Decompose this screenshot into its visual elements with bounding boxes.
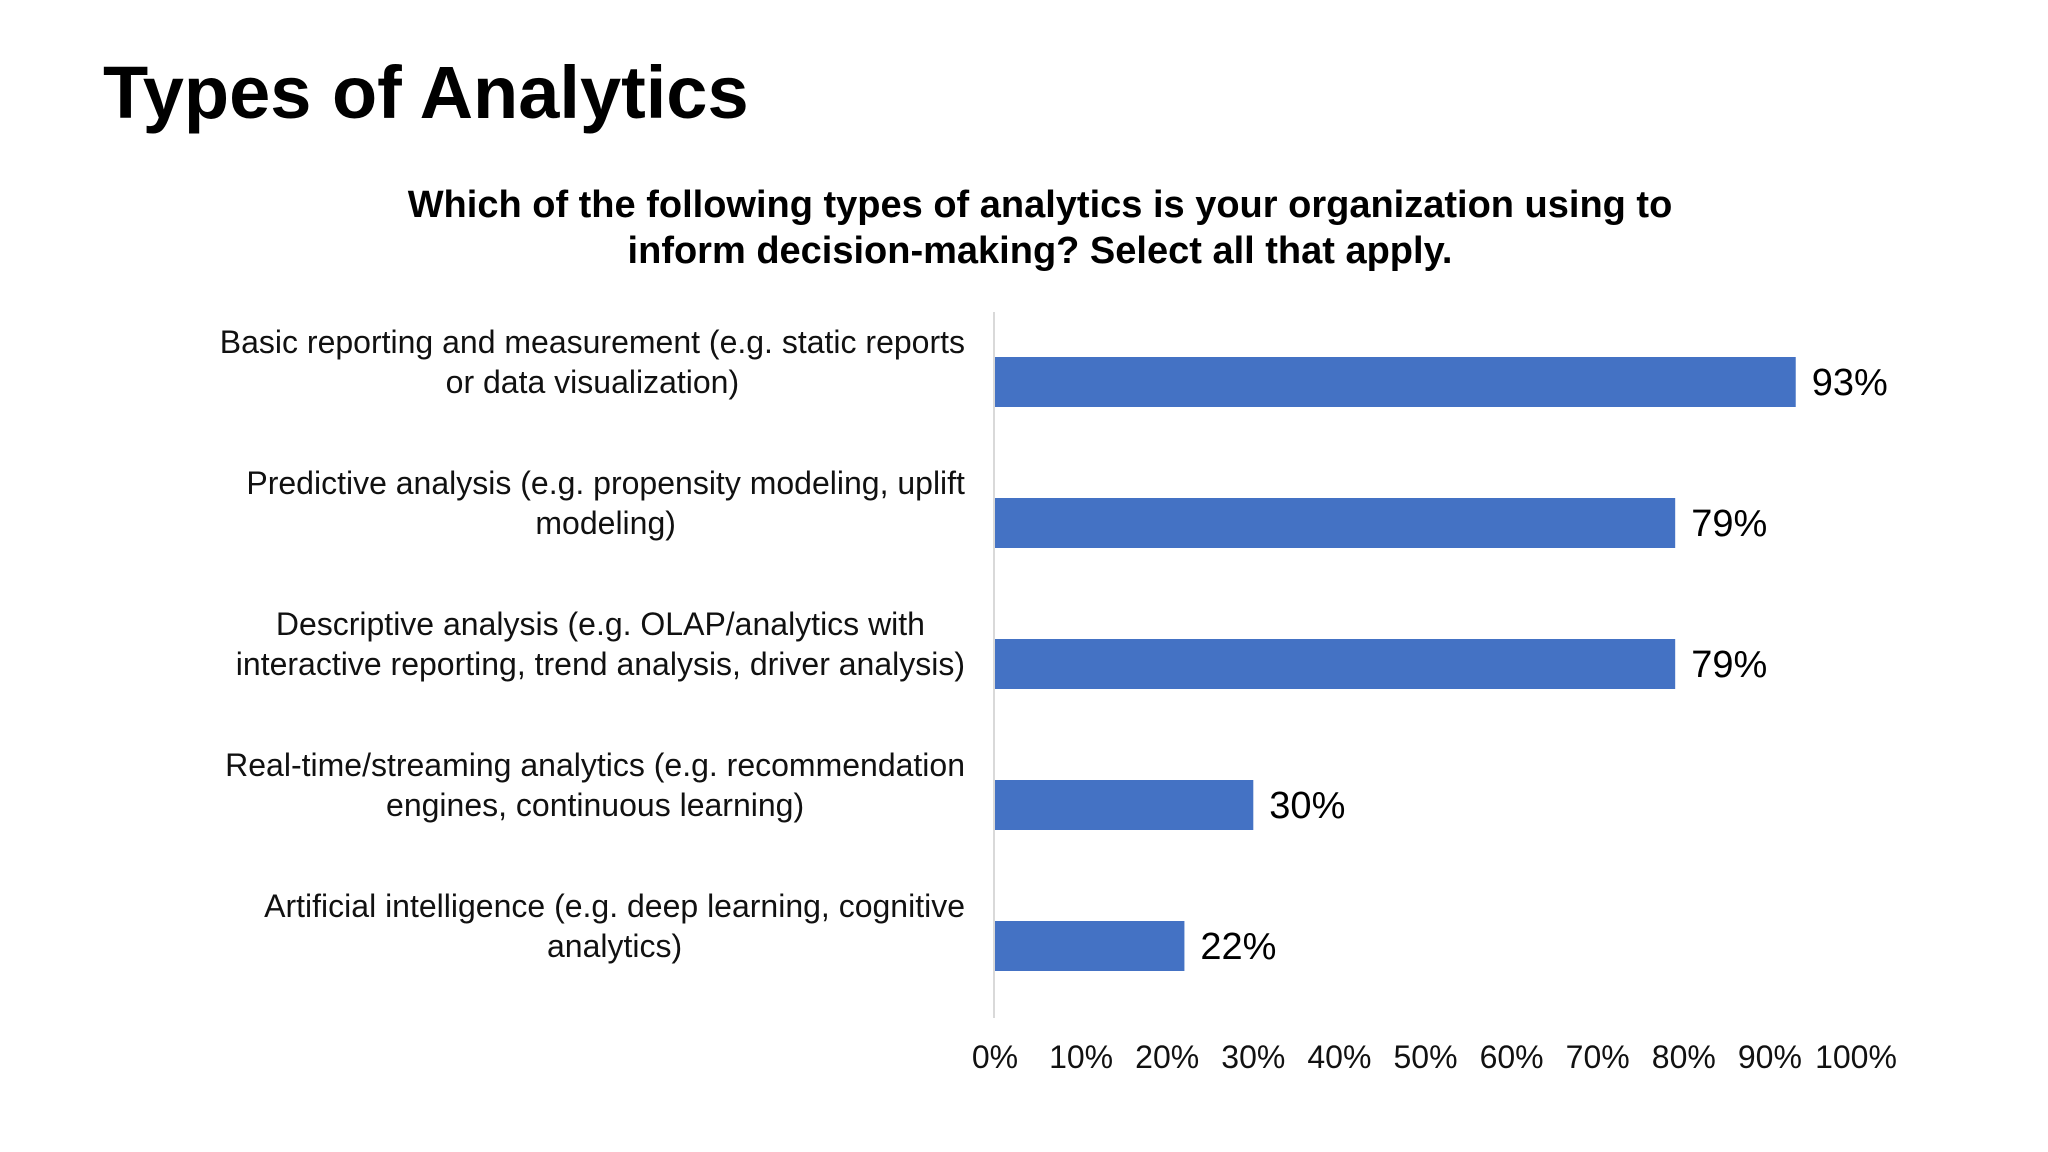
category-label-2-line-2: modeling) <box>535 505 676 541</box>
x-tick-label-100: 100% <box>1815 1039 1897 1075</box>
value-label-5: 22% <box>1200 926 1276 968</box>
x-tick-label-80: 80% <box>1652 1039 1716 1075</box>
chart-title-line-2: inform decision-making? Select all that … <box>627 230 1453 272</box>
category-label-1-line-2: or data visualization) <box>446 364 739 400</box>
category-label-5-line-1: Artificial intelligence (e.g. deep learn… <box>264 888 965 924</box>
x-axis-tick-labels: 0% 10% 20% 30% 40% 50% 60% 70% 80% 90% 100% <box>972 1039 1897 1075</box>
category-label-2: Predictive analysis (e.g. propensity mod… <box>246 465 965 541</box>
x-tick-label-10: 10% <box>1049 1039 1113 1075</box>
bar-5 <box>995 921 1185 971</box>
chart-title-line-1: Which of the following types of analytic… <box>407 184 1673 226</box>
x-tick-label-90: 90% <box>1738 1039 1802 1075</box>
x-tick-label-0: 0% <box>972 1039 1018 1075</box>
x-tick-label-30: 30% <box>1221 1039 1285 1075</box>
category-label-4: Real-time/streaming analytics (e.g. reco… <box>225 747 965 823</box>
category-label-2-line-1: Predictive analysis (e.g. propensity mod… <box>246 465 965 501</box>
value-label-1: 93% <box>1812 362 1888 404</box>
value-label-3: 79% <box>1691 644 1767 686</box>
category-label-3-line-2: interactive reporting, trend analysis, d… <box>236 646 965 682</box>
chart-title: Which of the following types of analytic… <box>230 182 1850 274</box>
bars-layer <box>995 357 1796 971</box>
x-tick-label-70: 70% <box>1566 1039 1630 1075</box>
value-label-2: 79% <box>1691 503 1767 545</box>
category-label-4-line-1: Real-time/streaming analytics (e.g. reco… <box>225 747 965 783</box>
category-label-3-line-1: Descriptive analysis (e.g. OLAP/analytic… <box>276 606 925 642</box>
x-tick-label-40: 40% <box>1307 1039 1371 1075</box>
bar-4 <box>995 780 1254 830</box>
x-tick-label-60: 60% <box>1480 1039 1544 1075</box>
category-label-5: Artificial intelligence (e.g. deep learn… <box>264 888 965 964</box>
bar-2 <box>995 498 1676 548</box>
value-labels: 93% 79% 79% 30% 22% <box>1200 362 1887 968</box>
x-tick-label-20: 20% <box>1135 1039 1199 1075</box>
category-labels: Basic reporting and measurement (e.g. st… <box>220 324 965 964</box>
bar-3 <box>995 639 1676 689</box>
slide-title: Types of Analytics <box>103 51 749 134</box>
category-label-5-line-2: analytics) <box>547 928 682 964</box>
category-label-1-line-1: Basic reporting and measurement (e.g. st… <box>220 324 965 360</box>
bar-1 <box>995 357 1796 407</box>
category-label-3: Descriptive analysis (e.g. OLAP/analytic… <box>236 606 965 682</box>
category-label-4-line-2: engines, continuous learning) <box>386 787 804 823</box>
x-tick-label-50: 50% <box>1393 1039 1457 1075</box>
value-label-4: 30% <box>1269 785 1345 827</box>
category-label-1: Basic reporting and measurement (e.g. st… <box>220 324 965 400</box>
